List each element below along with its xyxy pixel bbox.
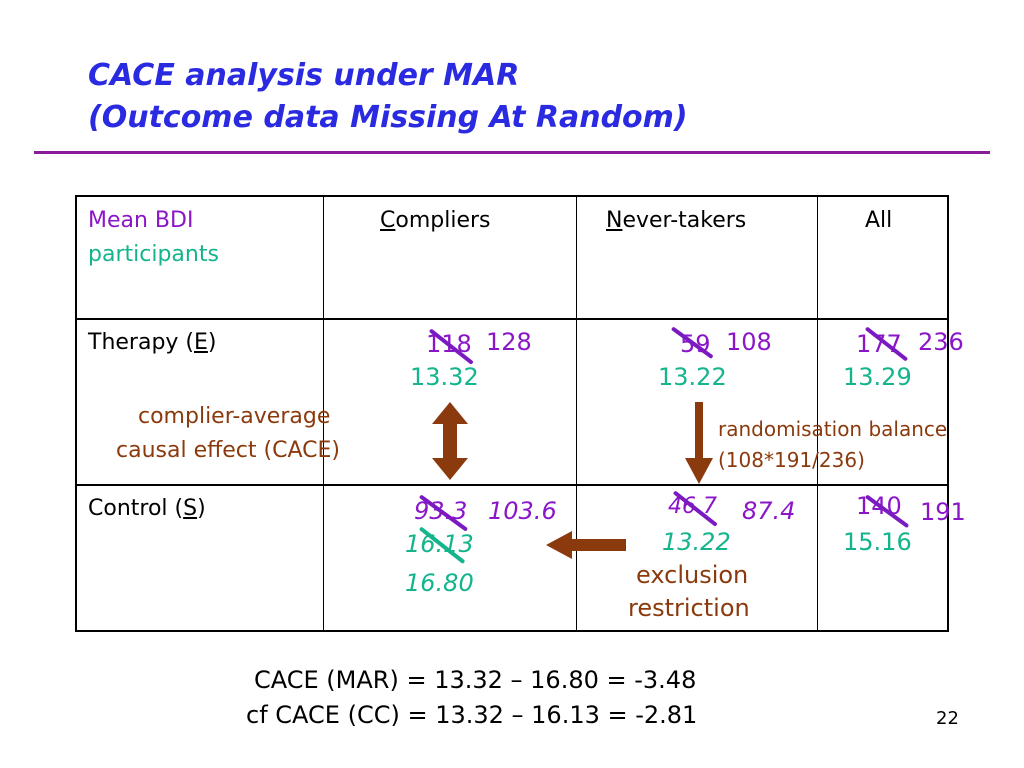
therapy-compliers-n-new: 128 <box>486 328 532 356</box>
slide-title-line2: (Outcome data Missing At Random) <box>88 100 688 135</box>
header-never-initial: N <box>606 208 623 233</box>
randomisation-label-line1: randomisation balance <box>718 417 948 441</box>
header-compliers: Compliers <box>380 208 491 233</box>
control-label-prefix: Control ( <box>88 496 184 521</box>
table-border <box>75 195 949 632</box>
control-compliers-n-new: 103.6 <box>488 497 557 525</box>
header-never-rest: ever-takers <box>622 208 747 233</box>
left-arrow-icon <box>546 531 626 559</box>
therapy-label-letter: E <box>194 330 208 355</box>
col-divider-3 <box>817 195 818 632</box>
therapy-never-mean: 13.22 <box>658 363 727 391</box>
exclusion-label-line1: exclusion <box>636 561 749 589</box>
formula-cace-mar: CACE (MAR) = 13.32 – 16.80 = -3.48 <box>254 666 697 694</box>
title-divider <box>34 151 990 154</box>
header-participants: participants <box>88 242 219 267</box>
double-arrow-icon <box>432 402 468 480</box>
header-all: All <box>865 208 893 233</box>
therapy-label-suffix: ) <box>207 330 217 355</box>
bdi-table <box>75 195 949 632</box>
control-label-letter: S <box>183 496 198 521</box>
row-label-control: Control (S) <box>88 496 206 521</box>
cace-label-line1: complier-average <box>138 404 331 429</box>
row-divider-2 <box>75 484 949 486</box>
therapy-compliers-mean: 13.32 <box>410 363 479 391</box>
row-divider-1 <box>75 318 949 320</box>
control-label-suffix: ) <box>197 496 206 521</box>
row-label-therapy: Therapy (E) <box>88 330 217 355</box>
col-divider-2 <box>576 195 577 632</box>
header-mean-bdi: Mean BDI <box>88 208 194 233</box>
exclusion-label-line2: restriction <box>628 594 750 622</box>
page-number: 22 <box>936 708 959 729</box>
header-compliers-rest: ompliers <box>395 208 491 233</box>
header-never-takers: Never-takers <box>606 208 746 233</box>
therapy-never-n-new: 108 <box>726 328 772 356</box>
therapy-label-prefix: Therapy ( <box>88 330 195 355</box>
therapy-all-n-new: 236 <box>918 328 964 356</box>
control-all-mean: 15.16 <box>843 528 912 556</box>
cace-label-line2: causal effect (CACE) <box>116 438 340 463</box>
down-arrow-icon <box>685 402 713 484</box>
randomisation-label-line2: (108*191/236) <box>718 448 865 472</box>
slide-title-line1: CACE analysis under MAR <box>88 58 520 93</box>
header-compliers-initial: C <box>380 208 396 233</box>
formula-cace-cc: cf CACE (CC) = 13.32 – 16.13 = -2.81 <box>246 701 698 729</box>
control-never-n-new: 87.4 <box>742 497 796 525</box>
control-never-mean: 13.22 <box>662 528 731 556</box>
control-compliers-mean-new: 16.80 <box>405 569 474 597</box>
control-all-n-new: 191 <box>920 498 966 526</box>
col-divider-1 <box>323 195 324 632</box>
therapy-all-mean: 13.29 <box>843 363 912 391</box>
